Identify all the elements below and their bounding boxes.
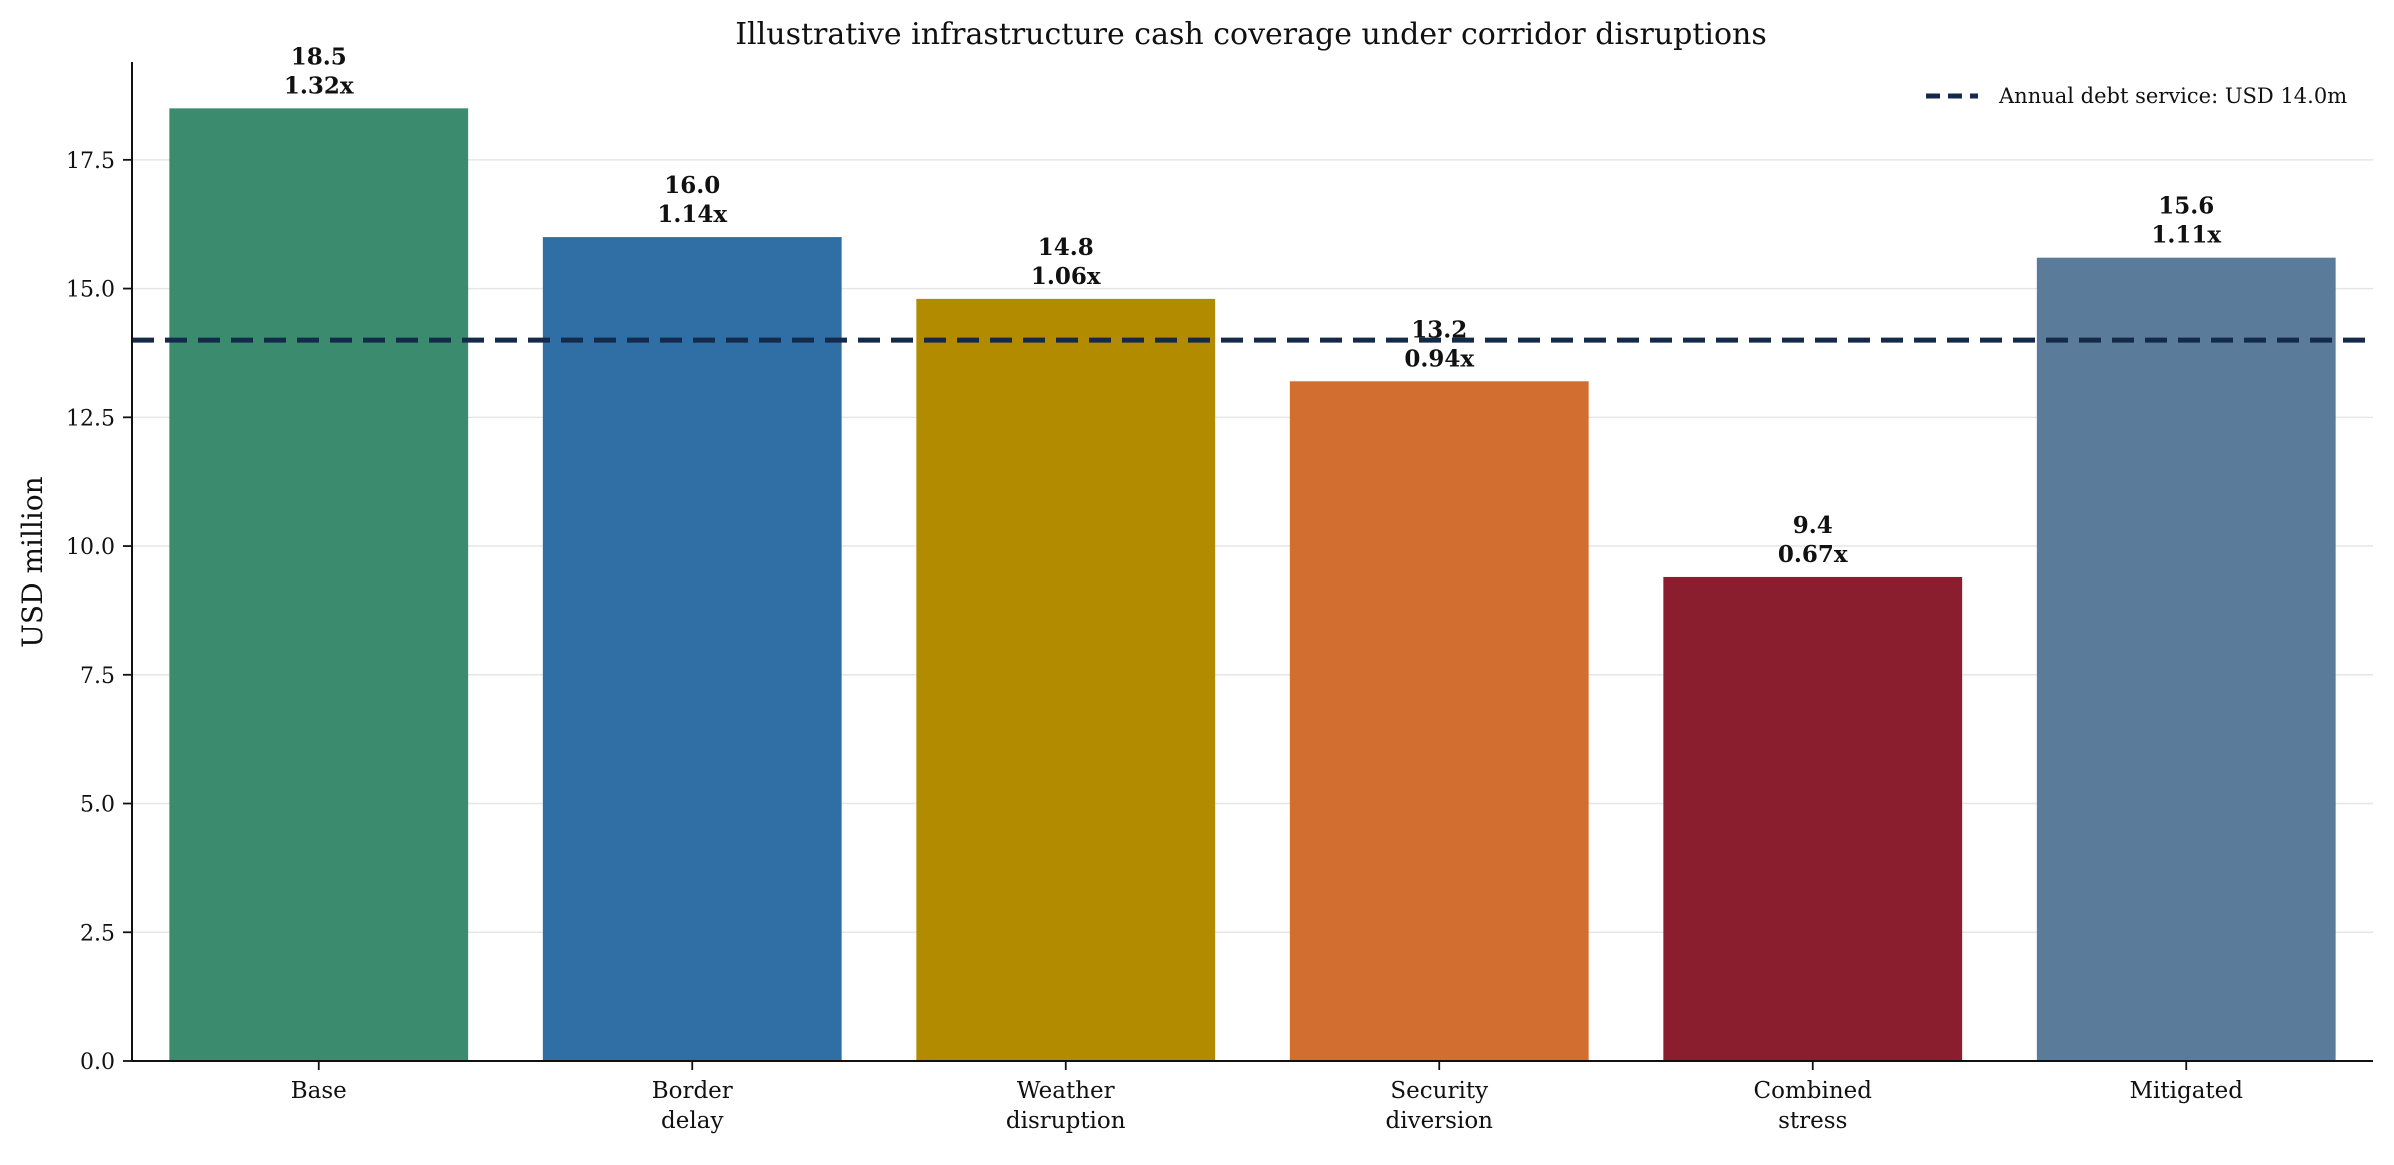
y-tick-label: 17.5 <box>66 149 115 174</box>
coverage-label: 1.32x <box>284 72 354 99</box>
value-label: 18.5 <box>291 43 347 70</box>
value-label: 9.4 <box>1793 512 1833 539</box>
value-label: 14.8 <box>1038 234 1094 261</box>
x-tick-label: Weather <box>1017 1078 1115 1104</box>
bar <box>916 298 1216 1061</box>
x-tick-label: Base <box>291 1078 347 1104</box>
coverage-label: 1.06x <box>1031 263 1101 290</box>
bar <box>1289 381 1589 1061</box>
value-label: 15.6 <box>2158 193 2214 220</box>
bar-labels: 18.51.32x 16.01.14x 14.81.06x 13.20.94x 9.40… <box>284 43 2222 568</box>
coverage-label: 0.94x <box>1404 345 1474 372</box>
x-tick-label: stress <box>1778 1108 1847 1134</box>
y-tick-label: 7.5 <box>80 664 115 689</box>
y-axis-label: USD million <box>16 476 49 647</box>
legend-label: Annual debt service: USD 14.0m <box>1998 84 2347 108</box>
x-tick-label: Combined <box>1754 1078 1873 1104</box>
coverage-label: 0.67x <box>1778 541 1848 568</box>
x-tick-label: disruption <box>1006 1108 1126 1134</box>
coverage-label: 1.14x <box>657 201 727 228</box>
axes: 0.0 2.5 5.0 7.5 10.0 12.5 15.0 17.5 Base Border de… <box>66 62 2373 1134</box>
bar <box>542 237 842 1062</box>
gridlines <box>132 159 2373 934</box>
y-tick-label: 2.5 <box>80 921 115 946</box>
y-tick-label: 12.5 <box>66 406 115 431</box>
bar <box>169 108 469 1062</box>
legend: Annual debt service: USD 14.0m <box>1926 84 2347 108</box>
x-tick-label: Border <box>652 1078 733 1104</box>
y-tick-label: 0.0 <box>80 1050 115 1075</box>
x-tick-label: Mitigated <box>2129 1078 2243 1104</box>
bars <box>169 108 2336 1062</box>
coverage-label: 1.11x <box>2151 222 2221 249</box>
x-tick-label: diversion <box>1386 1108 1494 1134</box>
x-tick-label: Security <box>1390 1078 1488 1104</box>
value-label: 13.2 <box>1411 316 1467 343</box>
bar <box>2036 257 2336 1061</box>
bar <box>1663 576 1963 1061</box>
x-tick-label: delay <box>661 1108 723 1134</box>
value-label: 16.0 <box>664 172 720 199</box>
y-tick-label: 10.0 <box>66 535 115 560</box>
y-tick-label: 5.0 <box>80 793 115 818</box>
y-tick-label: 15.0 <box>66 278 115 303</box>
chart-title: Illustrative infrastructure cash coverag… <box>735 17 1767 52</box>
